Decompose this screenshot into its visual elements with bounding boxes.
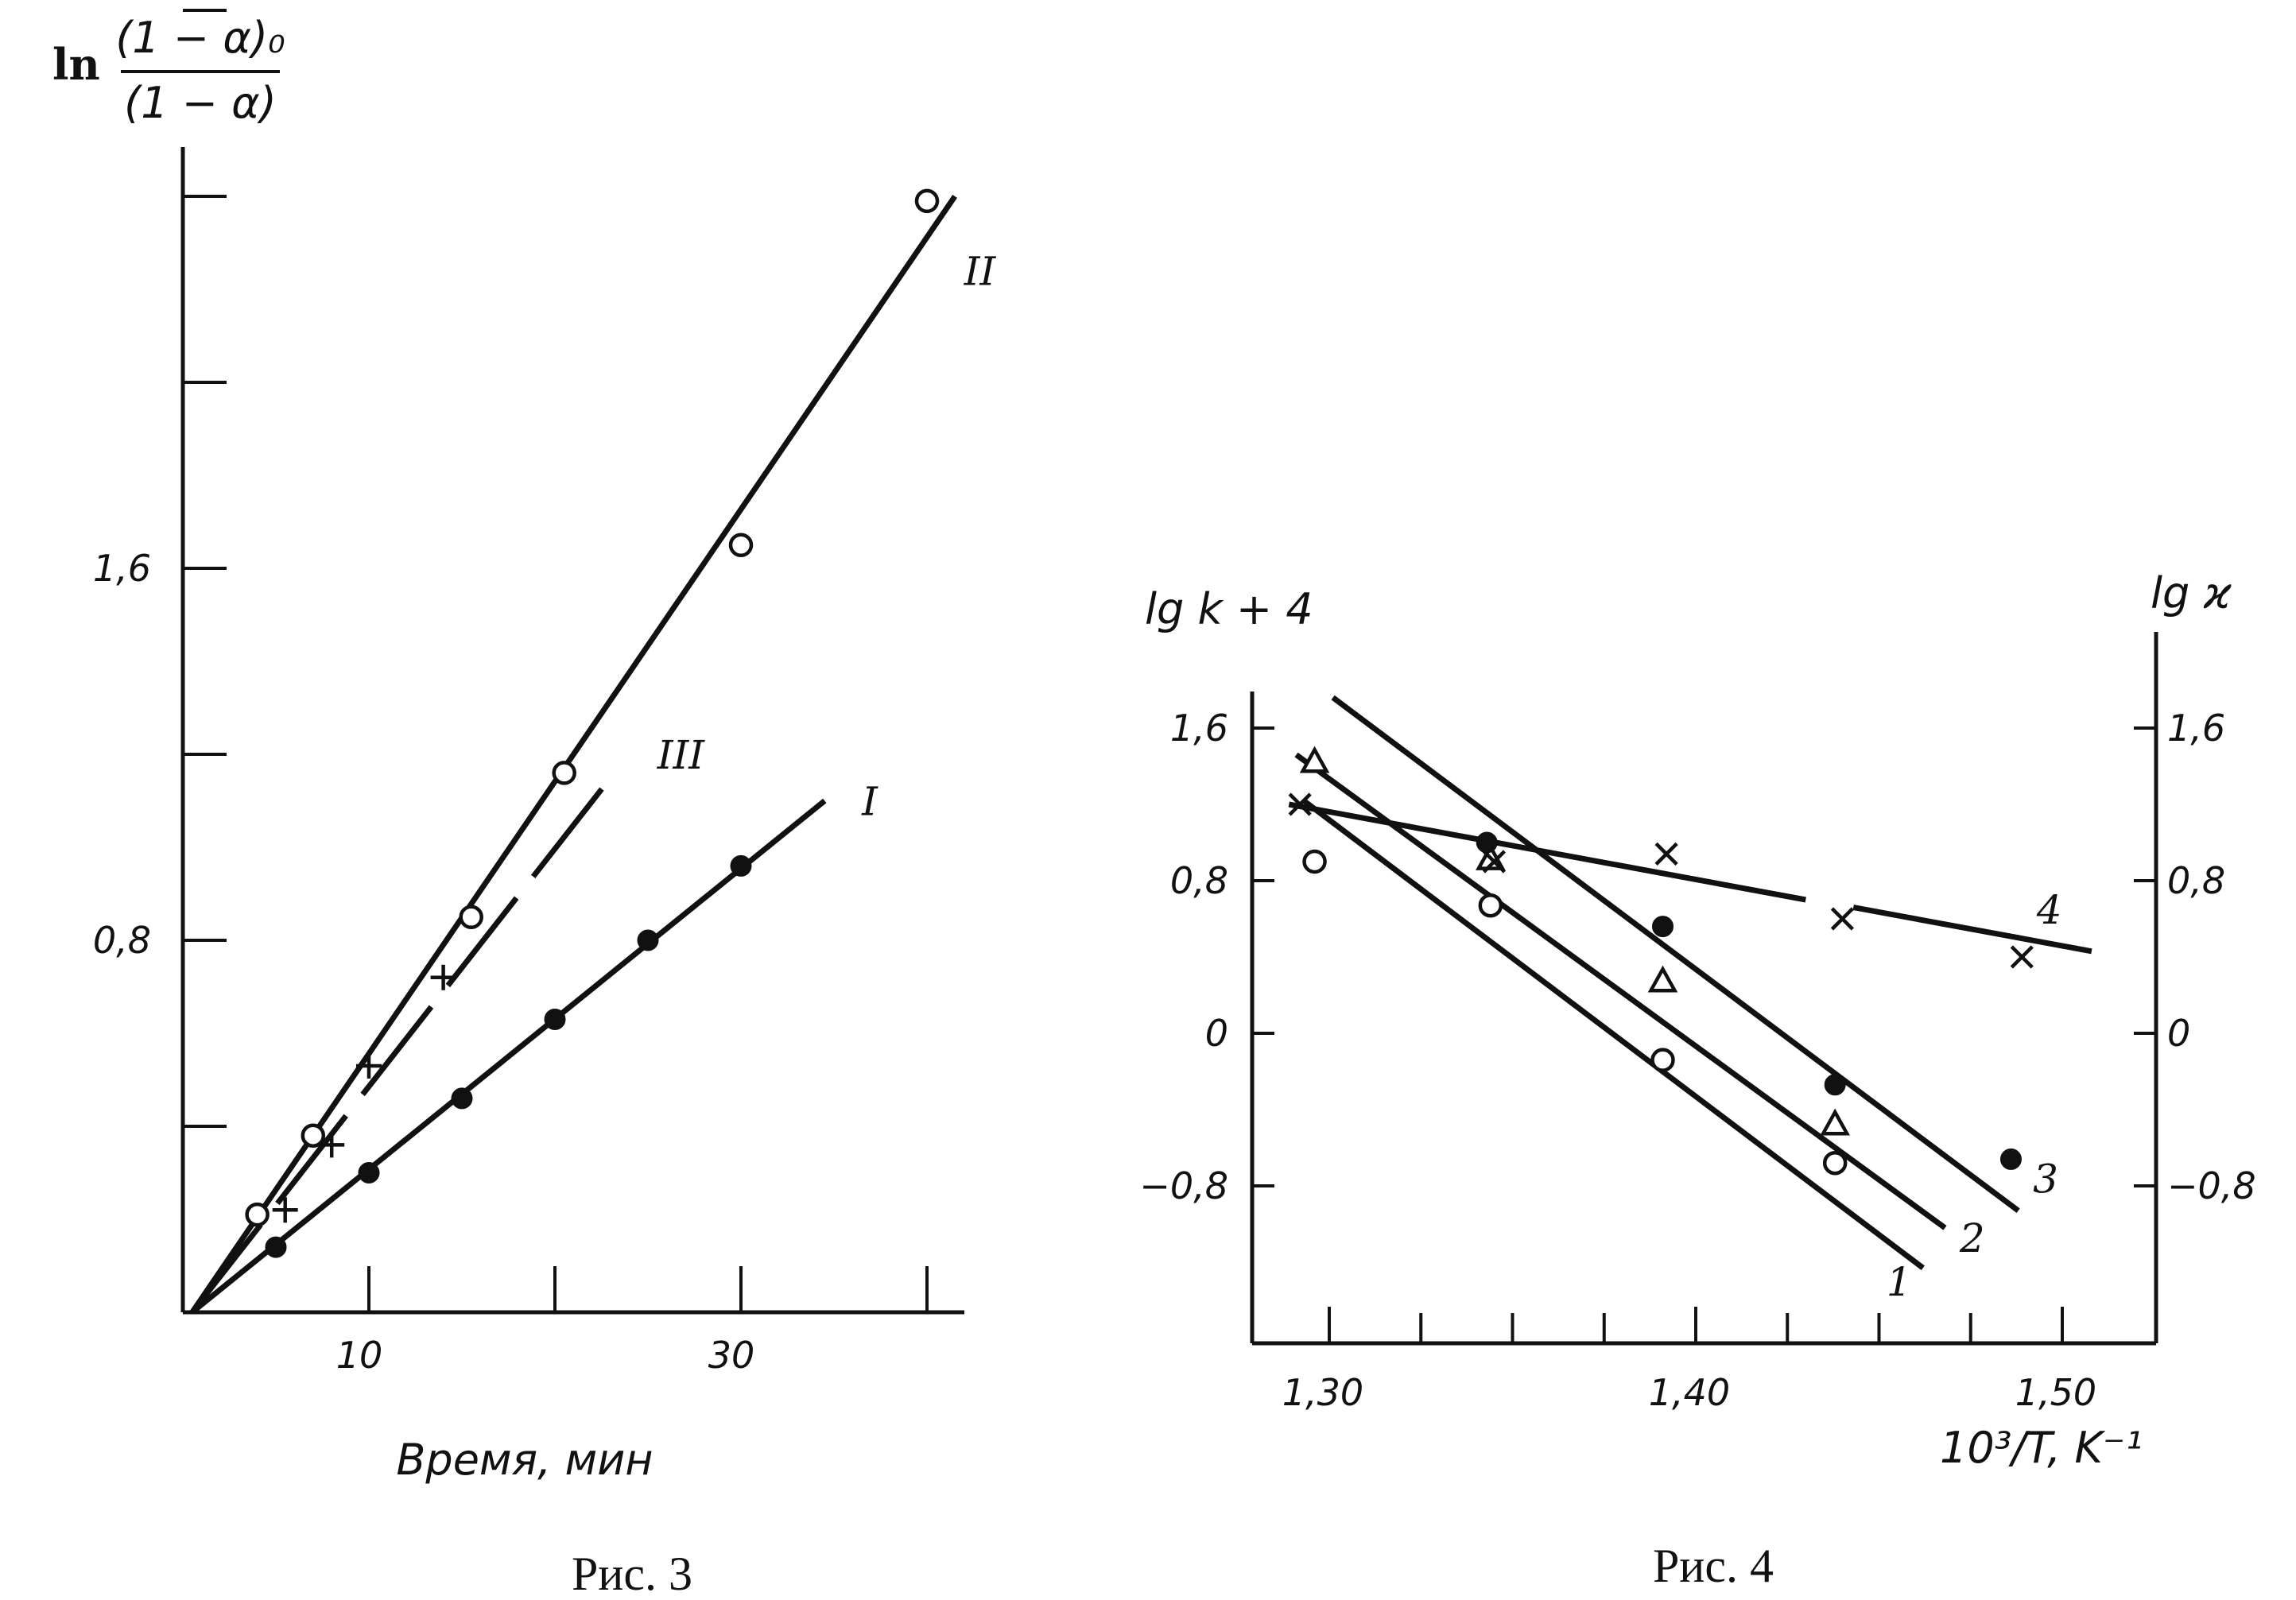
fig4-series-label-4: 4	[2036, 887, 2062, 933]
fig3-point-series-I	[451, 1087, 473, 1110]
fig3-point-series-I	[730, 854, 752, 877]
fig3-point-series-II	[245, 1202, 270, 1227]
fig4-left-y-axis-label: lg k + 4	[1145, 584, 1313, 634]
fig4-point-series-3	[1824, 1074, 1846, 1096]
fig3-point-series-III	[430, 964, 456, 990]
fig3-y-axis-label: ln (1 − α)₀ (1 − α)	[52, 13, 285, 128]
fig3-point-series-II	[728, 533, 754, 557]
fig4-right-y-tick-label: 0	[2167, 1012, 2190, 1055]
fig4-right-y-axis-label: lg ϰ	[2151, 568, 2232, 618]
fig3-series-label-II: II	[964, 249, 997, 295]
fig3-point-series-I	[358, 1162, 380, 1184]
fig4-point-series-2	[1820, 1108, 1851, 1136]
fig4-right-y-tick-label: 0,8	[2167, 859, 2225, 902]
fig4-point-series-4	[2010, 945, 2034, 969]
fig4-point-series-2	[1299, 746, 1330, 773]
fig4-x-axis-label: 10³/T, K⁻¹	[1940, 1423, 2143, 1473]
fig3-x-tick-label: 10	[336, 1334, 383, 1377]
fig4-line-series-4	[1852, 905, 2092, 955]
svg-text:(1 − α): (1 − α)	[124, 78, 277, 128]
fig4-point-series-4	[1654, 842, 1678, 866]
fig4-data-points	[1288, 746, 2034, 1176]
fig4-fit-lines	[1288, 695, 2092, 1270]
svg-text:ln: ln	[52, 39, 100, 90]
fig4-point-series-4	[1288, 792, 1312, 816]
fig3-data-points	[245, 188, 940, 1258]
fig4-x-tick-label: 1,50	[2015, 1371, 2096, 1414]
fig3-y-tick-label: 0,8	[93, 919, 151, 962]
fig4-point-series-1	[1822, 1150, 1848, 1176]
fig3-series-label-III: III	[657, 732, 706, 778]
fig4-line-series-2	[1294, 752, 1947, 1230]
fig3-caption: Рис. 3	[572, 1548, 692, 1600]
fig4-point-series-3	[1999, 1148, 2022, 1170]
fig4-point-series-3	[1652, 916, 1674, 938]
fig4-caption: Рис. 4	[1653, 1540, 1774, 1592]
fig4-left-y-tick-label: 0,8	[1170, 859, 1228, 902]
fig4-right-y-tick-label: 1,6	[2167, 707, 2225, 750]
fig3-point-series-II	[459, 905, 483, 929]
fig4-x-tick-label: 1,40	[1649, 1371, 1730, 1414]
fig4-series-label-1: 1	[1887, 1259, 1912, 1305]
fig4-point-series-2	[1647, 965, 1678, 993]
fig4-line-series-4	[1288, 801, 1806, 903]
fig4-x-tick-label: 1,30	[1282, 1371, 1363, 1414]
fig4-series-label-3: 3	[2033, 1156, 2058, 1202]
fig3-point-series-III	[272, 1197, 298, 1223]
fig4-right-y-tick-label: −0,8	[2167, 1164, 2256, 1207]
fig3-point-series-I	[637, 929, 659, 951]
fig3-point-series-II	[301, 1123, 326, 1148]
fig3-x-axis-label: Время, мин	[396, 1435, 653, 1485]
fig4-left-y-tick-label: −0,8	[1139, 1164, 1228, 1207]
fig3-x-tick-label: 30	[708, 1334, 755, 1377]
fig4-line-series-3	[1331, 695, 2020, 1214]
fig4-point-series-4	[1830, 907, 1854, 931]
fig3-point-series-III	[356, 1052, 382, 1079]
fig4-left-y-tick-label: 1,6	[1170, 707, 1228, 750]
fig4-left-y-tick-label: 0	[1205, 1012, 1228, 1055]
fig3-point-series-I	[265, 1236, 287, 1258]
fig3-point-series-II	[914, 188, 940, 214]
figure-4: 1,30 1,40 1,50−0,8 −0,80 00,8 0,81,6 1,6 1234 …	[1139, 568, 2255, 1592]
fig4-ticks: 1,30 1,40 1,50 −0,8 −0,8 0 0 0,8 0,8 1,6 1,6	[1139, 707, 2255, 1414]
svg-text:(1 − α)₀: (1 − α)₀	[115, 13, 285, 63]
fig4-point-series-1	[1302, 849, 1327, 874]
fig4-point-series-1	[1478, 893, 1503, 918]
fig4-series-labels: 1 2 3 4	[1887, 887, 2062, 1305]
fig3-point-series-III	[319, 1132, 345, 1158]
fig3-line-series-I	[190, 798, 827, 1315]
fig3-series-label-I: I	[861, 779, 878, 825]
fig3-point-series-I	[544, 1008, 566, 1030]
fig4-point-series-4	[1482, 850, 1507, 874]
fig3-y-tick-label: 1,6	[93, 547, 151, 590]
fig4-series-label-2: 2	[1959, 1215, 1985, 1261]
fig4-point-series-3	[1476, 831, 1498, 854]
fig3-line-series-III	[189, 776, 613, 1315]
fig3-ticks: 10 30 0,8 1,6	[93, 9, 929, 1377]
fig4-line-series-1	[1301, 798, 1925, 1270]
fig3-point-series-II	[552, 761, 576, 785]
fig4-point-series-1	[1650, 1048, 1675, 1072]
